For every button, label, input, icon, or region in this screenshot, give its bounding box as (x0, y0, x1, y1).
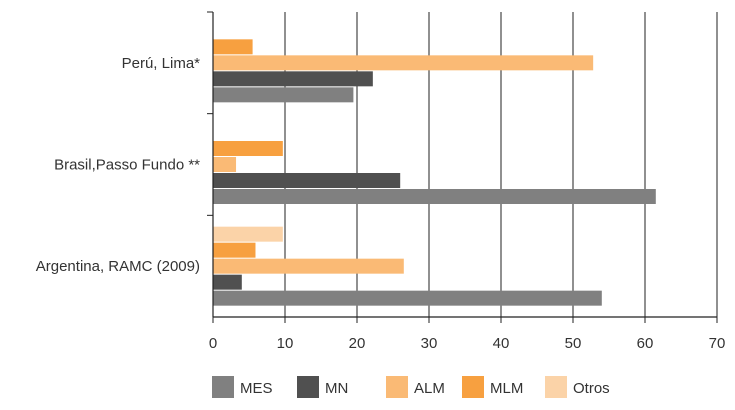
legend-swatch-otros (545, 376, 567, 398)
bar-alm (213, 55, 594, 71)
legend-label: MLM (490, 380, 523, 397)
legend-swatch-mes (212, 376, 234, 398)
bar-mes (213, 189, 656, 204)
bar-alm (213, 258, 404, 274)
bars (213, 39, 656, 306)
category-labels: Perú, Lima* Brasil,Passo Fundo ** Argentin… (36, 55, 200, 275)
legend-label: MES (240, 380, 273, 397)
bar-mn (213, 173, 401, 188)
legend-label: Otros (573, 380, 610, 397)
bar-mes (213, 87, 354, 103)
x-tick-label: 60 (637, 335, 654, 352)
category-label: Brasil,Passo Fundo ** (54, 157, 200, 174)
axes (207, 11, 718, 323)
x-tick-label: 40 (493, 335, 510, 352)
legend-swatch-alm (386, 376, 408, 398)
bar-mn (213, 71, 373, 87)
category-label: Perú, Lima* (122, 55, 201, 72)
bar-mes (213, 290, 602, 306)
bar-mn (213, 274, 242, 290)
bar-mlm (213, 39, 253, 55)
legend-swatch-mlm (462, 376, 484, 398)
legend-swatch-mn (297, 376, 319, 398)
x-tick-label: 50 (565, 335, 582, 352)
legend-label: MN (325, 380, 348, 397)
x-tick-label: 20 (349, 335, 366, 352)
x-tick-label: 0 (209, 335, 217, 352)
bar-alm (213, 157, 237, 172)
bar-otros (213, 226, 283, 242)
legend: MES MN ALM MLM Otros (212, 376, 610, 398)
x-tick-label: 10 (277, 335, 294, 352)
legend-label: ALM (414, 380, 445, 397)
x-tick-labels: 0 10 20 30 40 50 60 70 (209, 335, 726, 352)
x-tick-label: 70 (709, 335, 726, 352)
x-tick-label: 30 (421, 335, 438, 352)
bar-mlm (213, 141, 283, 156)
category-label: Argentina, RAMC (2009) (36, 258, 200, 275)
bar-mlm (213, 242, 256, 258)
